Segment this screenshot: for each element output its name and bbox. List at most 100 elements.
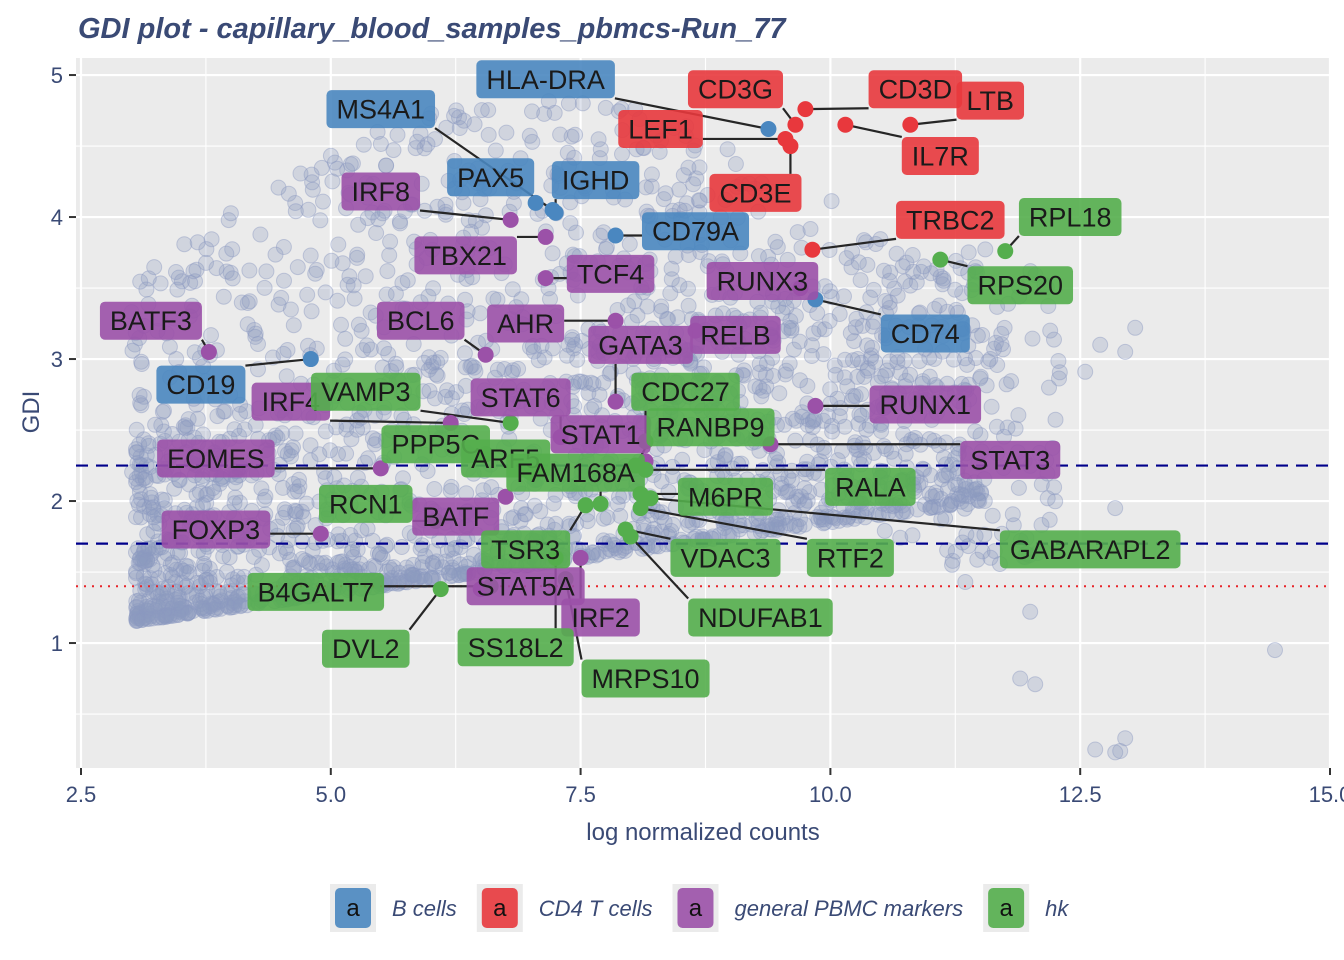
background-point [189, 410, 206, 427]
background-point [206, 596, 223, 613]
background-point [179, 605, 196, 622]
background-point [771, 515, 788, 532]
gene-label-ltb: LTB [967, 86, 1015, 116]
legend-key-letter: a [493, 895, 507, 922]
x-tick-label: 10.0 [809, 782, 852, 807]
background-point [181, 564, 198, 581]
background-point [149, 609, 166, 626]
background-point [137, 472, 154, 489]
background-point [278, 368, 295, 385]
background-point [769, 239, 786, 256]
background-point [821, 313, 838, 329]
background-point [172, 597, 188, 614]
background-point [794, 404, 811, 421]
background-point [585, 376, 602, 393]
background-point [405, 556, 422, 573]
background-point [428, 366, 445, 383]
background-point [789, 224, 806, 241]
background-point [168, 561, 185, 578]
background-point [757, 367, 774, 383]
gene-label-batf: BATF [422, 502, 489, 532]
background-point [290, 483, 306, 500]
background-point [443, 478, 460, 495]
background-point [782, 313, 799, 329]
background-point [958, 526, 975, 543]
background-point [1022, 603, 1039, 620]
background-point [162, 567, 179, 583]
background-point [911, 353, 928, 370]
background-point [192, 578, 208, 595]
background-point [862, 350, 879, 367]
gene-label-rcn1: RCN1 [329, 489, 403, 519]
background-point [932, 268, 949, 285]
background-point [143, 489, 160, 506]
background-point [283, 442, 300, 459]
background-point [674, 451, 691, 468]
background-point [212, 588, 228, 605]
background-point [940, 465, 957, 482]
background-point [806, 411, 823, 428]
background-point [853, 407, 870, 424]
background-point [141, 591, 158, 608]
background-point [440, 564, 457, 581]
background-point [680, 517, 697, 533]
background-point [226, 592, 243, 609]
background-point [350, 316, 367, 333]
background-point [158, 607, 175, 624]
background-point [300, 554, 317, 571]
background-point [799, 378, 816, 394]
background-point [914, 460, 931, 477]
background-point [669, 309, 686, 326]
background-point [139, 526, 156, 543]
background-point [930, 498, 947, 515]
background-point [202, 598, 219, 615]
background-point [843, 392, 860, 409]
background-point [302, 247, 319, 264]
background-point [391, 564, 407, 581]
background-point [146, 562, 163, 579]
background-point [326, 469, 343, 485]
background-point [241, 293, 258, 310]
background-point [680, 297, 697, 314]
background-point [138, 281, 155, 298]
background-point [129, 492, 146, 509]
background-point [170, 606, 187, 623]
background-point [187, 594, 204, 611]
background-point [935, 467, 952, 484]
background-point [787, 308, 804, 324]
gene-point-trbc2 [804, 241, 821, 258]
background-point [270, 179, 287, 196]
background-point [136, 610, 153, 627]
background-point [934, 276, 951, 293]
background-point [138, 610, 155, 627]
background-point [826, 357, 843, 374]
background-point [382, 233, 399, 250]
background-point [341, 559, 358, 576]
gene-label-irf8: IRF8 [351, 177, 410, 207]
background-point [132, 550, 149, 567]
background-point [267, 246, 284, 263]
background-point [173, 600, 190, 617]
background-point [426, 481, 443, 497]
background-point [208, 569, 225, 585]
background-point [779, 484, 796, 500]
background-point [813, 511, 830, 528]
gene-label-cd3g: CD3G [698, 75, 773, 105]
background-point [643, 166, 660, 183]
legend-label-cd4-t-cells: CD4 T cells [539, 896, 653, 921]
background-point [831, 408, 848, 425]
background-point [143, 546, 160, 563]
background-point [128, 441, 144, 458]
background-point [229, 568, 246, 585]
background-point [203, 327, 219, 344]
background-point [865, 444, 882, 461]
background-point [354, 419, 371, 436]
background-point [345, 549, 362, 565]
gene-point-batf3 [200, 343, 217, 360]
background-point [569, 351, 586, 368]
background-point [196, 600, 213, 617]
background-point [215, 403, 232, 420]
background-point [156, 492, 173, 509]
background-point [466, 116, 483, 133]
background-point [232, 405, 249, 422]
